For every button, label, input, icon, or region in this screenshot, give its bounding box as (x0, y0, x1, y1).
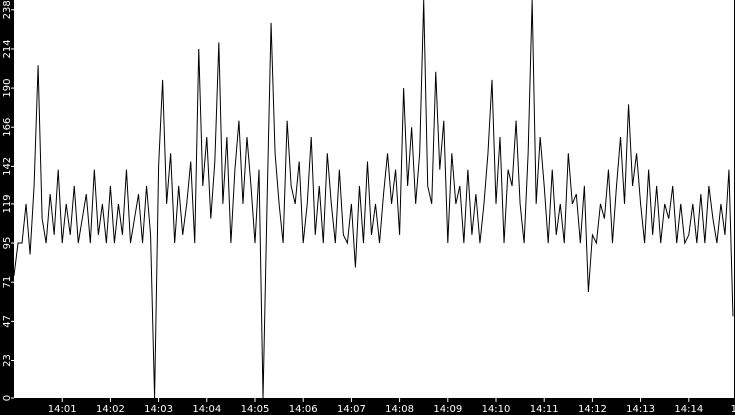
x-tick-label: 14:13 (626, 404, 655, 415)
x-tick-label: 14:14 (674, 404, 703, 415)
y-tick-label: 142 (2, 157, 13, 176)
y-tick-label: 23 (2, 354, 13, 367)
series-group (13, 0, 734, 399)
x-tick-label: 14:02 (96, 404, 125, 415)
x-tick-label: 14:08 (385, 404, 414, 415)
y-tick-label: 95 (2, 237, 13, 250)
y-tick-label: 238 (2, 0, 13, 19)
x-axis: 14:01 14:02 14:03 14:04 14:05 14:06 14:07 14:08… (48, 398, 735, 415)
series-line (13, 0, 734, 399)
x-tick-label: 14:01 (48, 404, 77, 415)
x-tick-label: 14:12 (578, 404, 607, 415)
y-tick-label: 214 (2, 39, 13, 58)
y-axis: 0 23 47 71 95 119 142 166 190 214 238 (2, 0, 14, 401)
y-tick-label: 166 (2, 118, 13, 137)
x-tick-label: 14 (731, 404, 735, 415)
x-tick-label: 14:11 (530, 404, 559, 415)
y-tick-label: 190 (2, 79, 13, 98)
x-tick-label: 14:06 (289, 404, 318, 415)
y-tick-label: 0 (2, 395, 13, 401)
y-tick-label: 47 (2, 315, 13, 328)
y-tick-label: 119 (2, 194, 13, 213)
x-tick-label: 14:10 (482, 404, 511, 415)
x-tick-label: 14:04 (192, 404, 221, 415)
x-tick-label: 14:09 (433, 404, 462, 415)
y-tick-label: 71 (2, 276, 13, 289)
x-tick-label: 14:03 (144, 404, 173, 415)
x-tick-label: 14:07 (337, 404, 366, 415)
x-tick-label: 14:05 (241, 404, 270, 415)
plot-area (14, 0, 734, 398)
